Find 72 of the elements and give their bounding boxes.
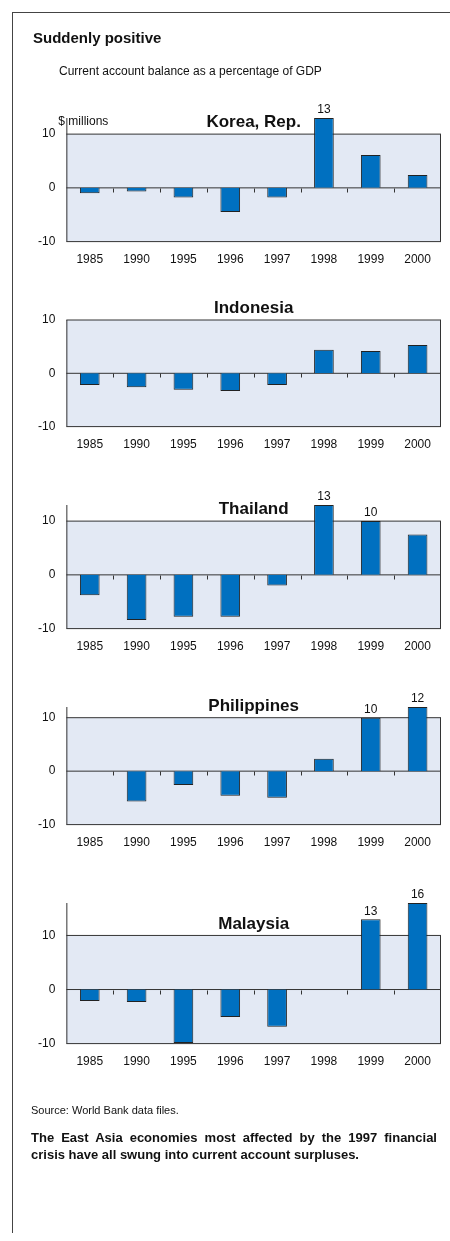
x-tick-label: 2000 bbox=[404, 639, 432, 654]
x-tick-label: 1997 bbox=[263, 835, 291, 850]
y-tick-label: -10 bbox=[38, 816, 56, 831]
y-tick-label: 10 bbox=[41, 927, 56, 942]
x-tick-label: 1995 bbox=[170, 639, 198, 654]
y-tick-label: 0 bbox=[48, 180, 56, 195]
x-tick-label: 1999 bbox=[357, 639, 385, 654]
data-label: 10 bbox=[364, 702, 378, 716]
y-tick-label: -10 bbox=[38, 233, 56, 248]
x-tick-label: 1998 bbox=[310, 437, 338, 452]
x-tick-label: 2000 bbox=[404, 1054, 432, 1069]
data-label: 10 bbox=[364, 505, 378, 520]
y-tick-label: -10 bbox=[38, 620, 56, 635]
data-label: 16 bbox=[410, 887, 425, 902]
y-tick-label: 10 bbox=[41, 513, 56, 528]
text: Malaysia bbox=[218, 913, 290, 933]
x-tick-label: 1995 bbox=[170, 437, 198, 452]
x-tick-label: 1999 bbox=[357, 1054, 385, 1069]
data-label: 13 bbox=[317, 102, 331, 117]
x-tick-label: 2000 bbox=[404, 835, 432, 850]
x-tick-label: 1990 bbox=[123, 835, 151, 850]
y-tick-label: 0 bbox=[48, 567, 56, 582]
x-tick-label: 1996 bbox=[216, 639, 244, 654]
text: The East Asia economies most affected by the 1997 financial crisis have all swung into current account surpluses. bbox=[31, 1130, 437, 1164]
x-tick-label: 1997 bbox=[263, 1054, 291, 1069]
x-tick-label: 2000 bbox=[404, 437, 432, 452]
x-tick-label: 1985 bbox=[76, 1054, 104, 1069]
chart-title: Philippines bbox=[208, 695, 300, 715]
chart-title: Indonesia bbox=[213, 298, 294, 318]
y-tick-label: 10 bbox=[41, 126, 56, 141]
x-tick-label: 1998 bbox=[310, 252, 338, 267]
x-tick-label: 1998 bbox=[310, 835, 338, 850]
x-tick-label: 1998 bbox=[310, 1054, 338, 1069]
y-tick-label: 0 bbox=[48, 365, 56, 380]
chart-title: Korea, Rep. bbox=[206, 112, 301, 132]
x-tick-label: 1990 bbox=[123, 639, 151, 654]
x-tick-label: 1985 bbox=[76, 835, 104, 850]
x-tick-label: 1997 bbox=[263, 639, 291, 654]
data-label: 13 bbox=[317, 489, 331, 504]
x-tick-label: 1990 bbox=[123, 437, 151, 452]
source-note: Source: World Bank data files. bbox=[31, 1104, 180, 1116]
text: Suddenly positive bbox=[33, 29, 163, 46]
x-tick-label: 1999 bbox=[357, 437, 385, 452]
chart-title: Thailand bbox=[218, 499, 289, 519]
x-tick-label: 1990 bbox=[123, 252, 151, 267]
y-tick-label: 0 bbox=[48, 763, 56, 778]
x-tick-label: 1997 bbox=[263, 437, 291, 452]
x-tick-label: 1996 bbox=[216, 835, 244, 850]
x-tick-label: 1996 bbox=[216, 1054, 244, 1069]
y-tick-label: 0 bbox=[48, 981, 56, 996]
x-tick-label: 1985 bbox=[76, 252, 104, 267]
x-tick-label: 2000 bbox=[404, 252, 432, 267]
y-tick-label: -10 bbox=[38, 1035, 56, 1050]
data-label: 12 bbox=[410, 691, 425, 706]
x-tick-label: 1995 bbox=[170, 835, 198, 850]
x-tick-label: 1999 bbox=[357, 252, 385, 267]
x-tick-label: 1996 bbox=[216, 437, 244, 452]
x-tick-label: 1998 bbox=[310, 639, 338, 654]
data-label: 13 bbox=[364, 903, 378, 918]
x-tick-label: 1997 bbox=[263, 252, 291, 267]
x-tick-label: 1999 bbox=[357, 835, 385, 850]
x-tick-label: 1995 bbox=[170, 252, 198, 267]
chart-subtitle: Current account balance as a percentage of GDP bbox=[59, 64, 323, 78]
y-axis-title: $ millions bbox=[58, 114, 109, 129]
x-tick-label: 1995 bbox=[170, 1054, 198, 1069]
x-tick-label: 1985 bbox=[76, 639, 104, 654]
x-tick-label: 1985 bbox=[76, 437, 104, 452]
x-tick-label: 1990 bbox=[123, 1054, 151, 1069]
y-tick-label: 10 bbox=[41, 312, 56, 327]
y-tick-label: 10 bbox=[41, 710, 56, 724]
x-tick-label: 1996 bbox=[216, 252, 244, 267]
y-tick-label: -10 bbox=[38, 418, 56, 433]
